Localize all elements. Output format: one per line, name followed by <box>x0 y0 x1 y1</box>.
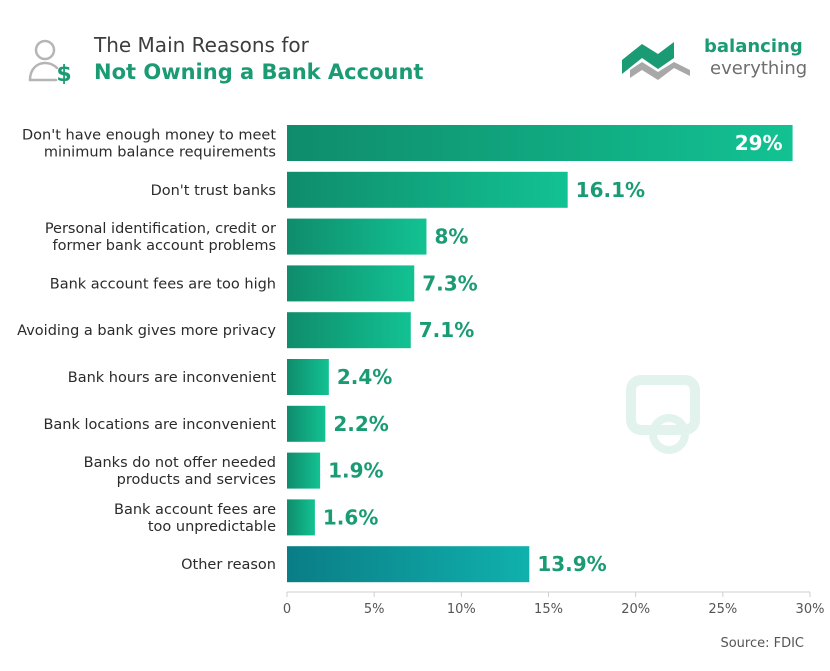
x-tick-label-3: 15% <box>534 602 563 617</box>
svg-text:$: $ <box>56 62 71 84</box>
bar-7 <box>287 405 326 442</box>
bar-4 <box>287 265 415 302</box>
bar-3 <box>287 218 427 255</box>
category-label-2: Don't trust banks <box>151 183 276 199</box>
x-tick-label-1: 5% <box>364 602 385 617</box>
balancing-everything-logo <box>622 42 690 80</box>
category-label-9-line2: too unpredictable <box>148 519 276 535</box>
bar-1 <box>287 125 793 161</box>
bar-5 <box>287 312 411 349</box>
value-label-7: 2.2% <box>333 412 388 436</box>
x-tick-label-5: 25% <box>708 602 737 617</box>
category-label-3-line2: former bank account problems <box>52 238 276 254</box>
value-label-2: 16.1% <box>576 178 645 202</box>
category-label-9-line1: Bank account fees are <box>114 502 276 518</box>
source-note: Source: FDIC <box>720 636 804 651</box>
value-label-9: 1.6% <box>323 505 378 529</box>
category-label-1-line2: minimum balance requirements <box>44 145 276 161</box>
category-label-10: Other reason <box>181 557 276 573</box>
category-label-7: Bank locations are inconvenient <box>43 417 276 433</box>
value-label-8: 1.9% <box>328 459 383 483</box>
value-label-1: 29% <box>735 131 783 155</box>
x-tick-label-6: 30% <box>796 602 825 617</box>
value-label-10: 13.9% <box>537 552 606 576</box>
chart-title-line2: Not Owning a Bank Account <box>94 60 424 84</box>
x-tick-label-2: 10% <box>447 602 476 617</box>
value-label-5: 7.1% <box>419 318 474 342</box>
category-label-5: Avoiding a bank gives more privacy <box>17 323 276 339</box>
chart-header: $ The Main Reasons for Not Owning a Bank… <box>0 0 830 100</box>
bar-10 <box>287 546 530 583</box>
category-label-8-line1: Banks do not offer needed <box>84 455 276 471</box>
brand-name-line2: everything <box>710 58 808 79</box>
value-label-3: 8% <box>434 225 468 249</box>
watermark-icon <box>626 375 700 454</box>
value-label-4: 7.3% <box>422 271 477 295</box>
bar-9 <box>287 499 315 536</box>
chart-title-line1: The Main Reasons for <box>94 33 309 57</box>
bar-2 <box>287 171 568 208</box>
person-dollar-icon: $ <box>28 39 72 84</box>
category-label-6: Bank hours are inconvenient <box>68 370 277 386</box>
x-tick-label-4: 20% <box>621 602 650 617</box>
x-tick-label-0: 0 <box>283 602 291 617</box>
brand-name-line1: balancing <box>704 36 803 57</box>
bar-6 <box>287 359 329 395</box>
value-label-6: 2.4% <box>337 365 392 389</box>
category-label-1-line1: Don't have enough money to meet <box>22 128 276 144</box>
bar-8 <box>287 452 321 489</box>
category-label-3-line1: Personal identification, credit or <box>45 221 276 237</box>
category-label-4: Bank account fees are too high <box>50 276 276 292</box>
category-label-8-line2: products and services <box>117 472 276 488</box>
